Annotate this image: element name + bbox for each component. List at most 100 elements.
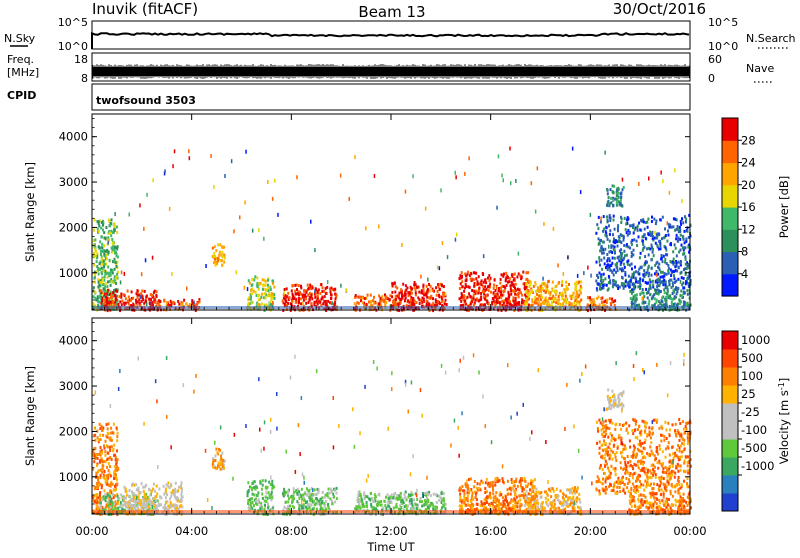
- velocity-echo-cell: [99, 434, 101, 437]
- velocity-echo-cell: [169, 486, 171, 489]
- velocity-echo-cell: [366, 501, 368, 504]
- power-echo-cell: [518, 291, 520, 294]
- power-echo-cell: [423, 284, 425, 287]
- power-echo-cell: [654, 297, 656, 300]
- power-echo-cell: [606, 215, 608, 218]
- velocity-echo-cell: [314, 488, 316, 491]
- power-echo-cell: [511, 273, 513, 276]
- velocity-echo-cell: [104, 450, 106, 453]
- power-echo-cell: [622, 178, 624, 182]
- velocity-echo-cell: [99, 450, 101, 453]
- velocity-echo-cell: [218, 462, 220, 465]
- power-echo-cell: [488, 289, 490, 292]
- power-echo-cell: [542, 277, 544, 281]
- velocity-echo-cell: [328, 506, 330, 509]
- power-echo-cell: [663, 255, 665, 258]
- power-echo-cell: [610, 188, 612, 191]
- power-echo-cell: [648, 300, 650, 303]
- power-echo-cell: [662, 275, 664, 278]
- freq-tick-top: 18: [74, 53, 88, 66]
- velocity-echo-cell: [310, 499, 312, 502]
- power-echo-cell: [568, 283, 570, 286]
- power-echo-cell: [356, 296, 358, 299]
- power-echo-cell: [658, 289, 660, 292]
- power-echo-cell: [620, 233, 622, 236]
- power-echo-cell: [428, 283, 430, 286]
- power-echo-cell: [515, 179, 517, 183]
- velocity-echo-cell: [324, 496, 326, 499]
- power-echo-cell: [617, 224, 619, 227]
- power-echo-cell: [400, 301, 402, 304]
- velocity-echo-cell: [101, 429, 103, 432]
- velocity-echo-cell: [492, 486, 494, 489]
- power-echo-cell: [622, 269, 624, 272]
- velocity-echo-cell: [110, 427, 112, 430]
- power-echo-cell: [380, 297, 382, 300]
- power-echo-cell: [98, 281, 100, 284]
- power-echo-cell: [633, 273, 635, 276]
- power-echo-cell: [265, 280, 267, 283]
- power-echo-cell: [468, 292, 470, 295]
- power-echo-cell: [610, 264, 612, 267]
- power-echo-cell: [296, 175, 298, 179]
- power-echo-cell: [460, 282, 462, 285]
- power-echo-cell: [656, 270, 658, 273]
- power-echo-cell: [500, 278, 502, 281]
- power-echo-cell: [493, 300, 495, 303]
- power-echo-cell: [441, 296, 443, 299]
- velocity-echo-cell: [381, 504, 383, 507]
- power-echo-cell: [493, 287, 495, 290]
- power-echo-cell: [432, 297, 434, 300]
- velocity-echo-cell: [264, 500, 266, 503]
- velocity-echo-cell: [94, 434, 96, 437]
- power-echo-cell: [614, 252, 616, 255]
- power-echo-cell: [215, 249, 217, 252]
- velocity-echo-cell: [135, 501, 137, 504]
- velocity-echo-cell: [111, 445, 113, 448]
- velocity-echo-cell: [116, 439, 118, 442]
- velocity-echo-cell: [165, 488, 167, 491]
- power-echo-cell: [302, 296, 304, 299]
- power-echo-cell: [265, 289, 267, 292]
- velocity-echo-cell: [430, 494, 432, 497]
- power-echo-cell: [169, 207, 171, 211]
- power-echo-cell: [597, 227, 599, 230]
- velocity-echo-cell: [477, 503, 479, 506]
- power-echo-cell: [272, 279, 274, 282]
- velocity-echo-cell: [214, 459, 216, 462]
- velocity-echo-cell: [158, 503, 160, 506]
- power-echo-cell: [617, 229, 619, 232]
- power-echo-cell: [646, 261, 648, 264]
- power-echo-cell: [600, 239, 602, 242]
- power-echo-cell: [107, 280, 109, 283]
- power-echo-cell: [627, 259, 629, 262]
- power-echo-cell: [219, 251, 221, 254]
- power-echo-cell: [103, 244, 105, 247]
- power-echo-cell: [636, 240, 638, 243]
- power-echo-cell: [649, 293, 651, 296]
- power-echo-cell: [562, 292, 564, 295]
- power-echo-cell: [93, 229, 95, 232]
- power-echo-cell: [104, 293, 106, 296]
- velocity-echo-cell: [96, 464, 98, 467]
- power-echo-cell: [231, 159, 233, 163]
- power-echo-cell: [488, 279, 490, 282]
- power-echo-cell: [640, 252, 642, 255]
- power-echo-cell: [620, 196, 622, 199]
- velocity-echo-cell: [166, 493, 168, 496]
- power-echo-cell: [566, 288, 568, 291]
- velocity-echo-cell: [371, 497, 373, 500]
- velocity-echo-cell: [167, 505, 169, 508]
- power-echo-cell: [514, 293, 516, 296]
- velocity-echo-cell: [108, 469, 110, 472]
- power-echo-cell: [675, 286, 677, 289]
- power-echo-cell: [633, 249, 635, 252]
- power-echo-cell: [664, 261, 666, 264]
- power-echo-cell: [295, 293, 297, 296]
- velocity-echo-cell: [110, 485, 112, 488]
- velocity-echo-cell: [123, 497, 125, 500]
- power-echo-cell: [599, 264, 601, 267]
- power-echo-cell: [680, 290, 682, 293]
- velocity-echo-cell: [334, 500, 336, 503]
- power-echo-cell: [674, 243, 676, 246]
